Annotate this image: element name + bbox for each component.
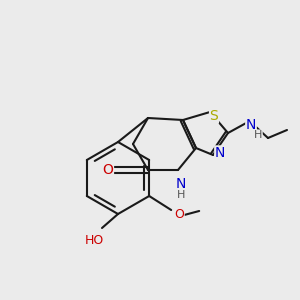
Text: HO: HO bbox=[84, 233, 104, 247]
Text: N: N bbox=[246, 118, 256, 132]
Text: N: N bbox=[176, 177, 186, 191]
Text: H: H bbox=[177, 190, 185, 200]
Text: O: O bbox=[174, 208, 184, 221]
Text: O: O bbox=[103, 163, 113, 177]
Text: S: S bbox=[210, 109, 218, 123]
Text: N: N bbox=[215, 146, 225, 160]
Text: H: H bbox=[254, 130, 262, 140]
